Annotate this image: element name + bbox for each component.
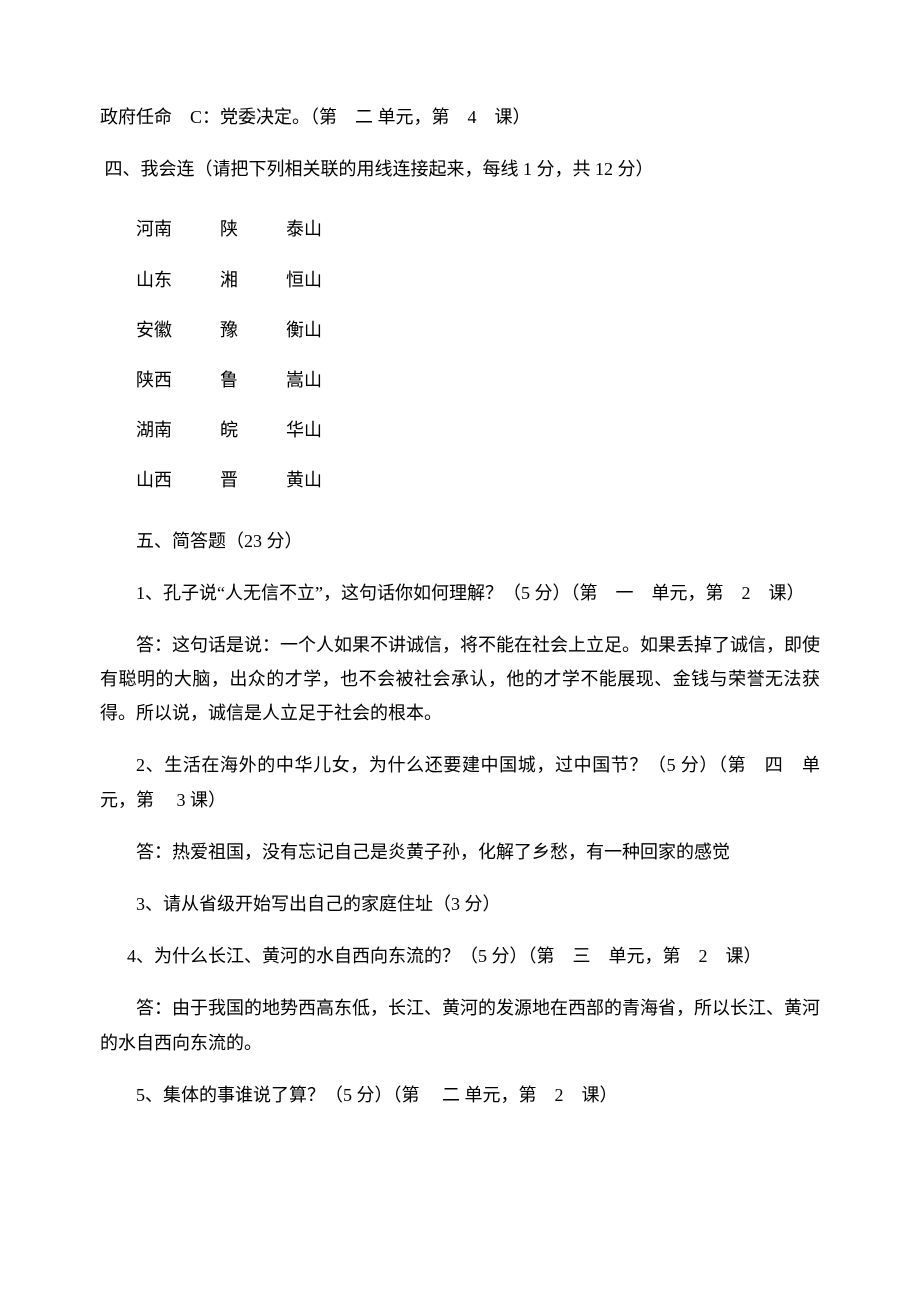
match-cell: 皖 xyxy=(220,405,286,455)
match-row: 安徽 豫 衡山 xyxy=(136,305,370,355)
match-cell: 衡山 xyxy=(286,305,370,355)
match-cell: 陕 xyxy=(220,204,286,254)
section-5-title: 五、简答题（23 分） xyxy=(100,524,820,558)
match-cell: 湖南 xyxy=(136,405,220,455)
section-4-title: 四、我会连（请把下列相关联的用线连接起来，每线 1 分，共 12 分） xyxy=(100,152,820,186)
match-cell: 山西 xyxy=(136,455,220,505)
match-cell: 泰山 xyxy=(286,204,370,254)
question-2: 2、生活在海外的中华儿女，为什么还要建中国城，过中国节？（5 分）（第 四 单元… xyxy=(100,748,820,816)
match-cell: 湘 xyxy=(220,255,286,305)
match-cell: 山东 xyxy=(136,255,220,305)
answer-4: 答：由于我国的地势西高东低，长江、黄河的发源地在西部的青海省，所以长江、黄河的水… xyxy=(100,991,820,1059)
match-cell: 陕西 xyxy=(136,355,220,405)
match-cell: 鲁 xyxy=(220,355,286,405)
answer-2: 答：热爱祖国，没有忘记自己是炎黄子孙，化解了乡愁，有一种回家的感觉 xyxy=(100,835,820,869)
opening-line: 政府任命 C：党委决定。（第 二 单元，第 4 课） xyxy=(100,100,820,134)
match-row: 湖南 皖 华山 xyxy=(136,405,370,455)
match-cell: 嵩山 xyxy=(286,355,370,405)
matching-table: 河南 陕 泰山 山东 湘 恒山 安徽 豫 衡山 陕西 鲁 嵩山 湖南 皖 华山 … xyxy=(136,204,370,505)
match-cell: 黄山 xyxy=(286,455,370,505)
question-5: 5、集体的事谁说了算？（5 分）（第 二 单元，第 2 课） xyxy=(100,1078,820,1112)
match-cell: 豫 xyxy=(220,305,286,355)
match-row: 山西 晋 黄山 xyxy=(136,455,370,505)
question-1: 1、孔子说“人无信不立”，这句话你如何理解？（5 分）（第 一 单元，第 2 课… xyxy=(100,576,820,610)
match-cell: 华山 xyxy=(286,405,370,455)
match-cell: 晋 xyxy=(220,455,286,505)
match-cell: 安徽 xyxy=(136,305,220,355)
match-cell: 河南 xyxy=(136,204,220,254)
match-row: 山东 湘 恒山 xyxy=(136,255,370,305)
match-row: 陕西 鲁 嵩山 xyxy=(136,355,370,405)
question-3: 3、请从省级开始写出自己的家庭住址（3 分） xyxy=(100,887,820,921)
match-row: 河南 陕 泰山 xyxy=(136,204,370,254)
answer-1: 答：这句话是说：一个人如果不讲诚信，将不能在社会上立足。如果丢掉了诚信，即使有聪… xyxy=(100,628,820,731)
question-4: 4、为什么长江、黄河的水自西向东流的？（5 分）（第 三 单元，第 2 课） xyxy=(100,939,820,973)
match-cell: 恒山 xyxy=(286,255,370,305)
